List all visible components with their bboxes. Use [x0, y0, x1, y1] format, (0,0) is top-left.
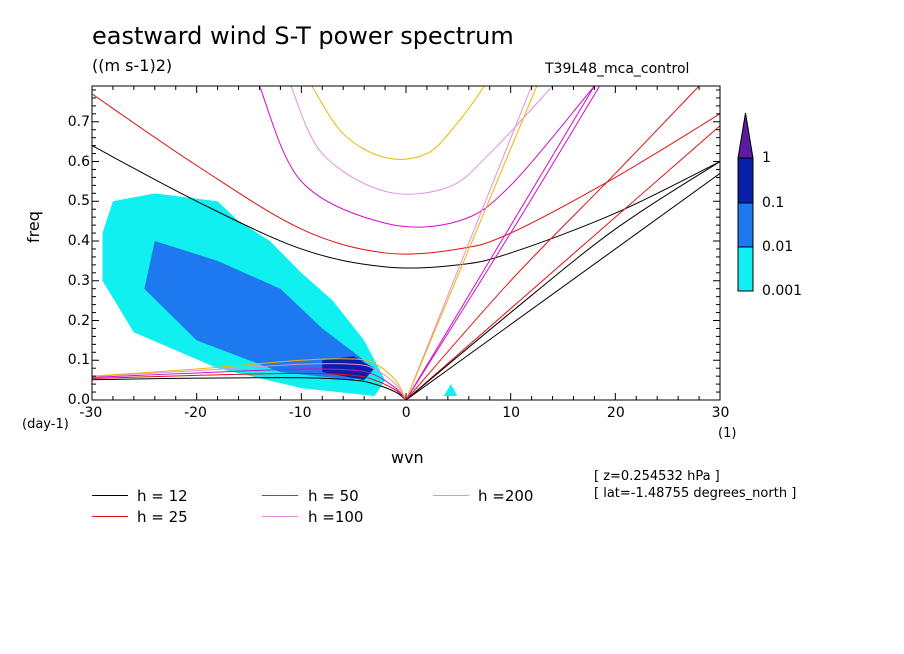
- curve-inertia-gravity-h12: [92, 145, 720, 269]
- curve-mixed-rossby-gravity-h50: [405, 86, 601, 400]
- legend-swatch-h200: [433, 495, 469, 496]
- y-tick-label: 0.7: [67, 113, 90, 130]
- curve-equatorial-rossby-h25: [92, 372, 407, 400]
- colorbar-label: 0.001: [762, 283, 803, 299]
- legend-label-h25: h = 25: [137, 508, 188, 526]
- legend-label-h12: h = 12: [137, 487, 188, 505]
- legend-label-h100: h =100: [308, 508, 364, 526]
- legend-swatch-h50: [262, 495, 298, 496]
- legend-label-h50: h = 50: [308, 487, 359, 505]
- curve-kelvin-h100: [405, 86, 533, 400]
- x-axis-label: wvn: [391, 448, 424, 467]
- y-tick-label: 0.1: [67, 352, 90, 369]
- colorbar: [737, 112, 754, 292]
- curve-kelvin-h12: [405, 173, 720, 400]
- x-tick-label: 10: [502, 405, 521, 421]
- legend-swatch-h25: [92, 516, 128, 517]
- y-tick-label: 0.2: [67, 312, 90, 329]
- power-region-1: [144, 241, 365, 381]
- legend-swatch-h12: [92, 495, 128, 496]
- level-info: [ z=0.254532 hPa ]: [594, 469, 720, 484]
- colorbar-cap: [737, 112, 754, 159]
- latitude-info: [ lat=-1.48755 degrees_north ]: [594, 486, 797, 501]
- y-tick-label: 0.0: [67, 392, 90, 408]
- colorbar-label: 1: [762, 150, 771, 166]
- units-label: ((m s-1)2): [92, 56, 173, 75]
- axis-ticks: [91, 86, 721, 401]
- curve-inertia-gravity-h25: [92, 93, 720, 255]
- experiment-label: T39L48_mca_control: [545, 61, 690, 77]
- curve-equatorial-rossby-h50: [92, 368, 407, 400]
- y-tick-label: 0.4: [67, 233, 90, 249]
- y-tick-label: 0.5: [67, 193, 90, 210]
- y-axis-label: freq: [24, 211, 43, 243]
- curve-equatorial-rossby-h200: [92, 358, 407, 400]
- dispersion-curves: [92, 86, 720, 400]
- colorbar-box-2: [737, 246, 754, 292]
- curve-kelvin-h25: [405, 125, 720, 400]
- colorbar-label: 0.01: [762, 239, 794, 255]
- chart-title: eastward wind S-T power spectrum: [92, 22, 514, 50]
- curve-kelvin-h200: [405, 86, 538, 400]
- x-tick-label: 20: [606, 405, 625, 421]
- legend-swatch-h100: [262, 516, 298, 517]
- x-tick-label: -10: [288, 405, 312, 421]
- curve-equatorial-rossby-h100: [92, 363, 407, 400]
- curve-kelvin-h50: [405, 86, 595, 400]
- x-tick-label: -30: [79, 405, 103, 421]
- power-region-3: [443, 384, 458, 397]
- x-tick-label: 0: [401, 405, 411, 421]
- curve-mixed-rossby-gravity-h12: [405, 161, 720, 400]
- y-axis-unit: (day-1): [22, 417, 69, 432]
- power-contours: [102, 193, 458, 397]
- curve-equatorial-rossby-h12: [92, 377, 407, 400]
- y-tick-label: 0.3: [67, 272, 90, 289]
- curve-inertia-gravity-h100: [290, 86, 553, 195]
- x-tick-label: 30: [711, 405, 730, 421]
- curve-inertia-gravity-h50: [259, 86, 595, 228]
- x-axis-unit: (1): [718, 426, 737, 441]
- x-tick-label: -20: [184, 405, 207, 421]
- colorbar-label: 0.1: [762, 195, 785, 211]
- colorbar-box-1: [737, 202, 754, 248]
- curve-mixed-rossby-gravity-h25: [405, 86, 700, 400]
- curve-inertia-gravity-h200: [311, 86, 485, 160]
- y-tick-label: 0.6: [67, 153, 90, 170]
- colorbar-box-0: [737, 157, 754, 204]
- legend-label-h200: h =200: [478, 487, 534, 505]
